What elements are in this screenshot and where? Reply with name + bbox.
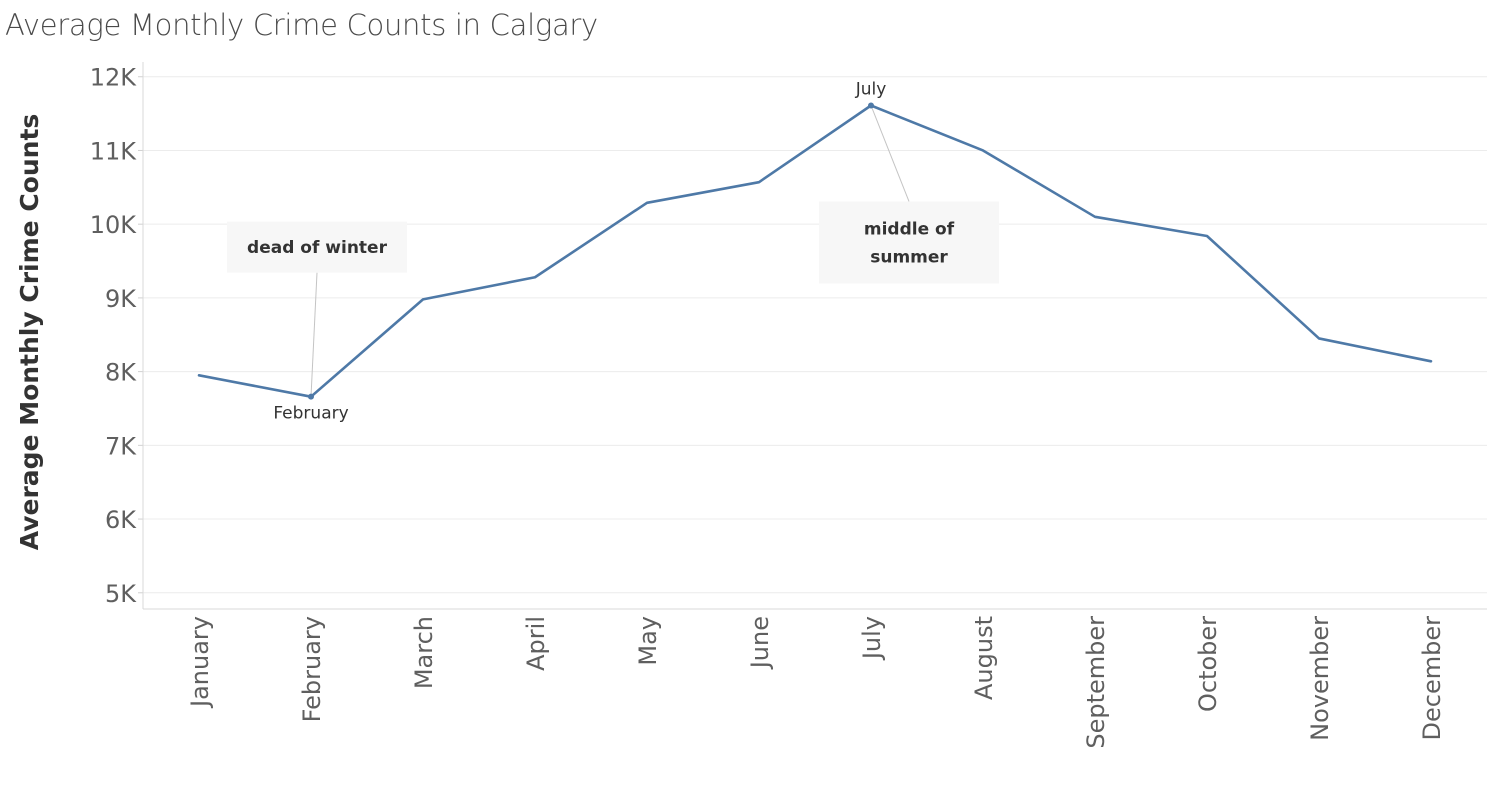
annotation-text: dead of winter — [247, 238, 388, 258]
x-tick-label: January — [186, 616, 214, 709]
annotations: dead of winter middle of summer — [227, 105, 999, 397]
data-point-marker — [308, 393, 314, 400]
x-tick-label: November — [1306, 616, 1334, 741]
x-tick-label: July — [858, 616, 886, 661]
x-tick-label: December — [1418, 616, 1446, 741]
y-tick-label: 12K — [90, 64, 138, 92]
annotation-leader — [870, 105, 910, 202]
chart-title: Average Monthly Crime Counts in Calgary — [5, 8, 598, 42]
y-axis-label: Average Monthly Crime Counts — [15, 114, 44, 551]
y-tick-label: 6K — [105, 506, 137, 534]
gridlines — [143, 76, 1487, 594]
data-point-label: February — [273, 404, 348, 424]
x-tick-label: September — [1082, 616, 1110, 749]
x-tick-label: April — [522, 616, 550, 671]
y-tick-label: 5K — [105, 580, 137, 608]
annotation-box — [819, 201, 999, 284]
x-tick-label: May — [634, 616, 662, 666]
annotation-july: middle of summer — [819, 105, 999, 284]
y-tick-label: 9K — [105, 285, 137, 313]
data-point-marker — [868, 102, 874, 109]
y-tick-label: 10K — [90, 211, 138, 239]
series-line — [197, 104, 1433, 398]
y-tick-label: 8K — [105, 359, 137, 387]
annotation-box — [227, 221, 407, 273]
series — [197, 104, 1433, 398]
annotation-text: middle of — [864, 219, 955, 239]
y-tick-labels: 5K 6K 7K 8K 9K 10K 11K 12K — [90, 64, 138, 608]
x-tick-labels: January February March April May June July Augu… — [186, 616, 1446, 749]
annotation-leader — [310, 272, 318, 397]
y-tick-label: 7K — [105, 432, 137, 460]
x-tick-label: August — [970, 616, 998, 700]
x-tick-label: March — [410, 616, 438, 689]
point-labels: February July — [273, 79, 886, 423]
x-tick-label: June — [746, 616, 774, 670]
data-point-label: July — [855, 79, 887, 99]
x-tick-label: October — [1194, 616, 1222, 712]
axes — [138, 62, 1487, 610]
y-tick-label: 11K — [90, 137, 138, 165]
x-tick-label: February — [298, 616, 326, 722]
annotation-february: dead of winter — [227, 221, 407, 397]
annotation-text: summer — [870, 247, 948, 267]
